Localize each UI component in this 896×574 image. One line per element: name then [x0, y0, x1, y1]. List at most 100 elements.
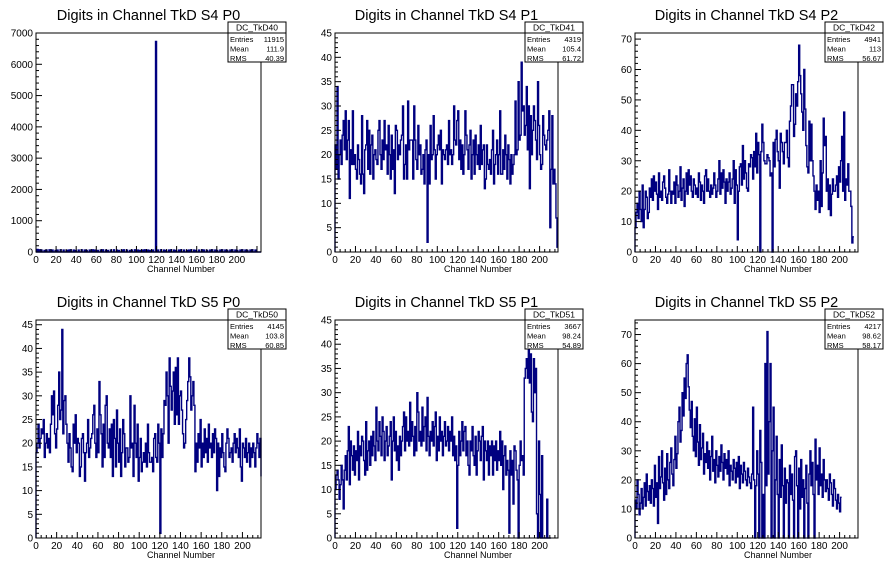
- x-tick-label: 120: [148, 255, 165, 266]
- x-tick-label: 140: [168, 255, 185, 266]
- y-tick-label: 7000: [11, 29, 34, 40]
- plot-frame: [35, 32, 262, 253]
- x-tick-label: 180: [213, 541, 230, 552]
- y-tick-label: 70: [621, 35, 633, 46]
- x-tick-label: 140: [770, 541, 787, 552]
- y-tick-label: 5: [326, 223, 332, 234]
- y-tick-label: 40: [621, 417, 633, 428]
- x-tick-label: 140: [470, 255, 487, 266]
- x-tick-label: 40: [370, 255, 382, 266]
- stats-name: DC_TkD50: [236, 310, 278, 320]
- y-tick-label: 20: [321, 150, 333, 161]
- y-tick-label: 0: [326, 248, 332, 259]
- stats-box-frame: [824, 308, 884, 350]
- y-tick-label: 50: [621, 95, 633, 106]
- y-axis: 5 10 15 20 25 30 35 40 45 0: [22, 319, 42, 545]
- x-axis: 0 20 40 60 80 100 120 140 160 180 200 Channel Numbe…: [332, 532, 556, 560]
- y-axis: 1000 2000 3000 4000 5000 6000 7000 0: [11, 29, 42, 259]
- stats-label-mean: Mean: [827, 45, 846, 54]
- y-tick-label: 30: [22, 391, 34, 402]
- y-tick-label: 20: [621, 187, 633, 198]
- y-tick-label: 1000: [11, 216, 34, 227]
- x-tick-label: 40: [370, 541, 382, 552]
- stats-value-rms: 60.85: [265, 341, 284, 350]
- x-tick-label: 20: [650, 541, 662, 552]
- stats-value-entries: 4145: [267, 322, 284, 331]
- x-tick-label: 40: [71, 255, 83, 266]
- x-tick-label: 0: [33, 541, 39, 552]
- x-tick-label: 200: [531, 541, 548, 552]
- x-axis-label: Channel Number: [147, 550, 215, 560]
- stats-box: DC_TkD40 Entries 11915 Mean 111.9 RMS 40.39: [227, 21, 287, 63]
- x-tick-label: 60: [691, 541, 703, 552]
- stats-label-mean: Mean: [230, 332, 249, 341]
- y-tick-label: 20: [22, 439, 34, 450]
- x-tick-label: 120: [749, 541, 766, 552]
- x-tick-label: 20: [350, 541, 362, 552]
- x-tick-label: 180: [811, 255, 828, 266]
- stats-label-rms: RMS: [527, 54, 544, 63]
- y-tick-label: 5000: [11, 91, 34, 102]
- x-tick-label: 80: [711, 541, 723, 552]
- x-tick-label: 80: [113, 541, 125, 552]
- y-tick-label: 20: [321, 437, 333, 448]
- histogram-series: [334, 343, 551, 539]
- x-tick-label: 40: [72, 541, 84, 552]
- y-tick-label: 4000: [11, 122, 34, 133]
- stats-value-entries: 11915: [264, 35, 284, 44]
- y-axis: 5 10 15 20 25 30 35 40 45 0: [321, 29, 341, 259]
- x-tick-label: 20: [350, 255, 362, 266]
- y-tick-label: 40: [321, 53, 333, 64]
- histogram-panel-5: Digits in Channel TkD S5 P20 20 40 60 80 100 1…: [621, 295, 884, 560]
- histogram-panel-3: Digits in Channel TkD S5 P00 20 40 60 80 100 1…: [22, 295, 287, 560]
- x-tick-label: 180: [511, 541, 528, 552]
- y-tick-label: 15: [321, 461, 333, 472]
- x-tick-label: 80: [411, 255, 423, 266]
- y-tick-label: 15: [321, 175, 333, 186]
- stats-label-entries: Entries: [827, 35, 851, 44]
- y-tick-label: 2000: [11, 185, 34, 196]
- stats-box: DC_TkD42 Entries 4941 Mean 113 RMS 56.67: [824, 21, 884, 63]
- y-tick-label: 6000: [11, 60, 34, 71]
- chart-title: Digits in Channel TkD S4 P0: [57, 8, 241, 24]
- y-tick-label: 15: [22, 462, 34, 473]
- y-tick-label: 0: [27, 534, 33, 545]
- x-tick-label: 160: [193, 541, 210, 552]
- y-tick-label: 0: [27, 248, 33, 259]
- y-tick-label: 30: [321, 388, 333, 399]
- stats-box-frame: [227, 21, 287, 63]
- stats-label-entries: Entries: [827, 322, 851, 331]
- y-tick-label: 40: [22, 344, 34, 355]
- stats-value-rms: 40.39: [265, 54, 284, 63]
- stats-value-mean: 113: [869, 45, 881, 54]
- stats-value-rms: 54.89: [562, 341, 581, 350]
- y-tick-label: 10: [321, 485, 333, 496]
- y-tick-label: 0: [626, 534, 632, 545]
- stats-name: DC_TkD41: [533, 23, 575, 33]
- x-tick-label: 60: [691, 255, 703, 266]
- x-tick-label: 180: [811, 541, 828, 552]
- x-tick-label: 180: [208, 255, 225, 266]
- stats-value-mean: 103.8: [265, 332, 284, 341]
- x-tick-label: 200: [229, 255, 246, 266]
- stats-value-rms: 61.72: [562, 54, 581, 63]
- x-axis-label: Channel Number: [444, 264, 512, 274]
- x-tick-label: 20: [650, 255, 662, 266]
- stats-value-entries: 4941: [864, 35, 881, 44]
- plot-frame: [334, 32, 559, 253]
- stats-box: DC_TkD51 Entries 3667 Mean 98.24 RMS 54.89: [524, 308, 584, 350]
- y-tick-label: 30: [321, 102, 333, 113]
- chart-title: Digits in Channel TkD S5 P0: [57, 295, 241, 311]
- stats-label-mean: Mean: [230, 45, 249, 54]
- stats-name: DC_TkD40: [236, 23, 278, 33]
- x-tick-label: 140: [470, 541, 487, 552]
- stats-name: DC_TkD42: [833, 23, 875, 33]
- y-tick-label: 40: [621, 126, 633, 137]
- stats-box-frame: [524, 21, 584, 63]
- stats-value-rms: 56.67: [862, 54, 881, 63]
- x-tick-label: 0: [33, 255, 39, 266]
- histogram-panel-0: Digits in Channel TkD S4 P00 20 40 60 80 100 1…: [11, 8, 287, 274]
- y-tick-label: 20: [621, 475, 633, 486]
- stats-value-entries: 4217: [864, 322, 881, 331]
